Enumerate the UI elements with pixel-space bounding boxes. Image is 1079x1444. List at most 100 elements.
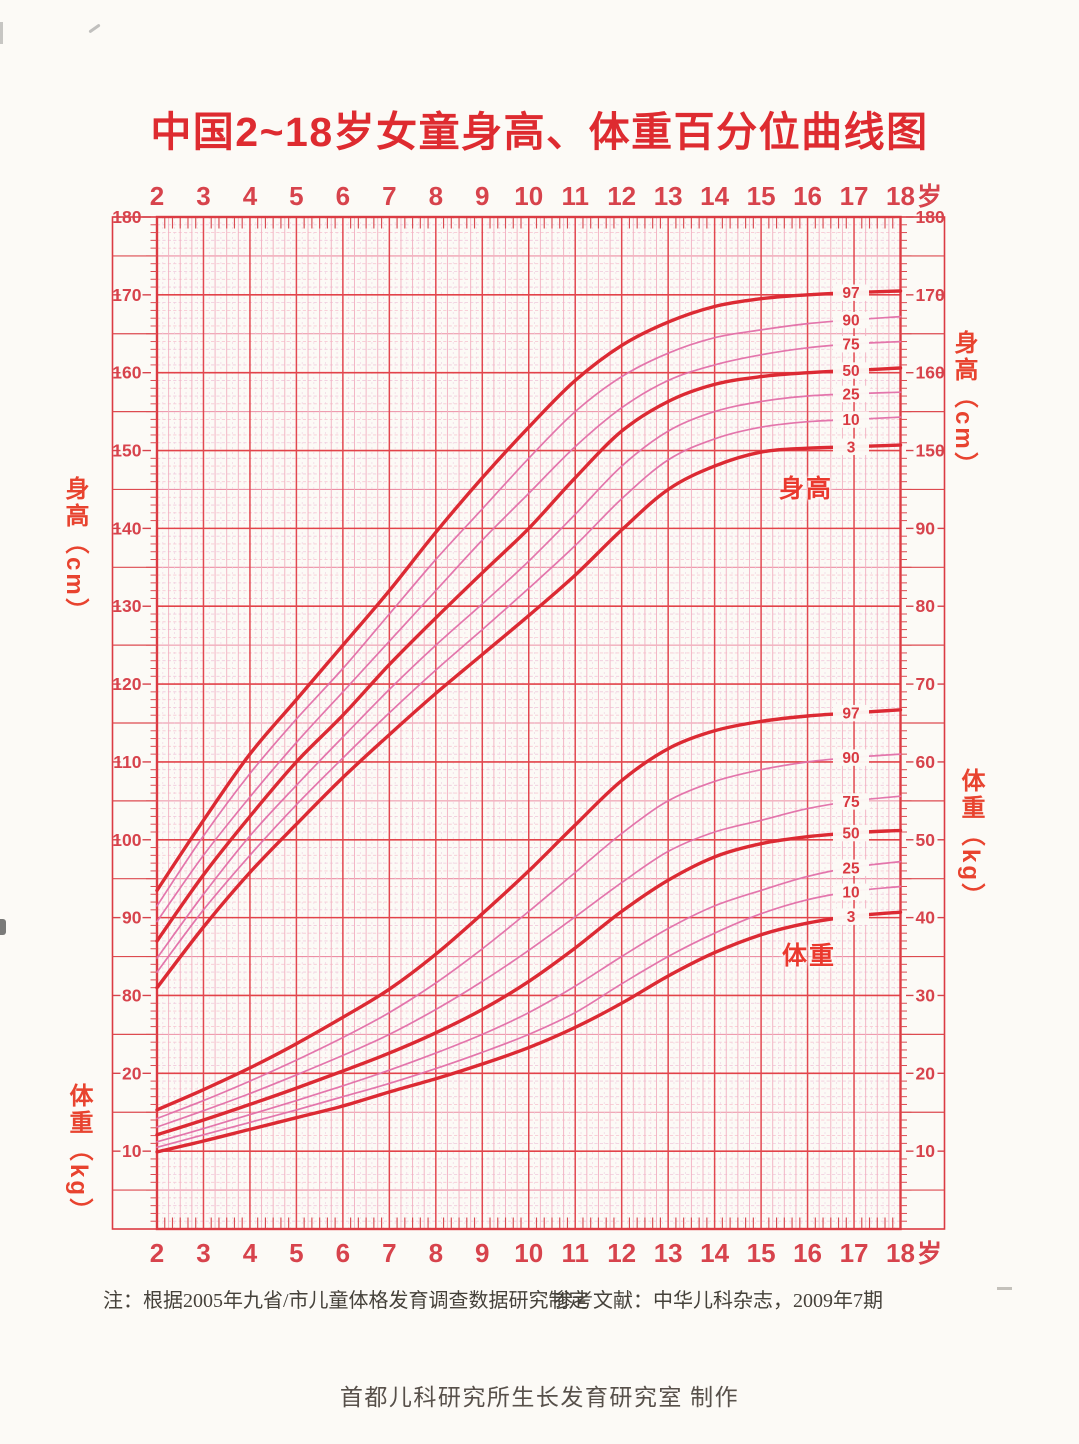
percentile-label-bg <box>833 883 869 901</box>
height-axis-tick-right: 160 <box>916 363 945 383</box>
percentile-label-bg <box>833 336 869 353</box>
weight-axis-tick-right: 40 <box>916 908 936 928</box>
weight-axis-tick-right: 10 <box>916 1141 936 1161</box>
curve-weight-p10 <box>156 885 902 1149</box>
percentile-label-height-p25: 25 <box>842 386 860 403</box>
age-tick-label-top: 3 <box>196 181 210 211</box>
data-source-note: 注：根据2005年九省/市儿童体格发育调查数据研究制定 <box>103 1290 589 1312</box>
height-axis-tick-left: 100 <box>112 830 141 850</box>
height-axis-tick-left: 180 <box>112 207 141 227</box>
curve-height-p97 <box>155 289 903 893</box>
scan-mark <box>0 22 3 44</box>
percentile-label-bg <box>833 438 869 455</box>
reference-note: 参考文献：中华儿科杂志，2009年7期 <box>553 1290 883 1312</box>
curve-weight-p25 <box>156 860 902 1143</box>
weight-curves-label: 体重 <box>781 942 837 970</box>
weight-axis-tick-left: 10 <box>122 1141 142 1161</box>
percentile-label-weight-p75: 75 <box>842 794 860 811</box>
curve-height-p50 <box>155 366 903 943</box>
percentile-label-weight-p97: 97 <box>842 706 859 723</box>
age-tick-label-top: 16 <box>793 181 822 211</box>
weight-axis-tick-right: 20 <box>916 1063 936 1083</box>
age-tick-label-top: 7 <box>382 181 396 211</box>
age-tick-label-top: 17 <box>840 181 869 211</box>
weight-axis-tick-right: 30 <box>916 985 936 1005</box>
percentile-label-bg <box>833 793 869 810</box>
height-axis-tick-left: 120 <box>112 674 141 694</box>
age-tick-label-bottom: 6 <box>336 1238 350 1268</box>
right-height-axis-label: 身高（cm） <box>950 330 977 479</box>
percentile-label-bg <box>833 908 869 925</box>
age-tick-label-top: 15 <box>747 181 776 211</box>
weight-axis-tick-right: 90 <box>916 518 936 538</box>
chart-title: 中国2~18岁女童身高、体重百分位曲线图 <box>150 109 929 155</box>
publisher-footer: 首都儿科研究所生长发育研究室 制作 <box>339 1385 740 1410</box>
scan-mark <box>0 919 6 935</box>
percentile-label-weight-p90: 90 <box>842 750 859 767</box>
curve-height-p25 <box>156 391 902 959</box>
percentile-label-bg <box>833 284 869 301</box>
percentile-label-height-p10: 10 <box>842 412 859 429</box>
weight-axis-tick-left: 20 <box>122 1063 142 1083</box>
age-tick-label-top: 13 <box>654 181 683 211</box>
age-tick-label-bottom: 14 <box>700 1238 729 1268</box>
age-tick-label-bottom: 16 <box>793 1238 822 1268</box>
weight-axis-tick-right: 80 <box>916 596 936 616</box>
percentile-label-bg <box>833 385 869 403</box>
curve-weight-p3 <box>155 910 903 1154</box>
age-tick-label-bottom: 8 <box>429 1238 443 1268</box>
age-tick-label-top: 4 <box>243 181 258 211</box>
age-tick-label-bottom: 4 <box>243 1238 258 1268</box>
percentile-label-height-p3: 3 <box>847 439 856 456</box>
height-axis-tick-left: 80 <box>122 985 142 1005</box>
age-tick-label-top: 6 <box>336 181 350 211</box>
curve-weight-p90 <box>156 753 902 1120</box>
age-tick-label-top: 9 <box>475 181 489 211</box>
curve-weight-p75 <box>156 795 902 1128</box>
scan-mark <box>997 1287 1012 1290</box>
age-tick-label-top: 10 <box>514 181 543 211</box>
age-tick-label-top: 18 <box>886 181 915 211</box>
height-axis-tick-right: 180 <box>916 207 945 227</box>
percentile-label-height-p90: 90 <box>842 313 859 330</box>
age-tick-label-bottom: 9 <box>475 1238 489 1268</box>
curve-height-p90 <box>156 315 902 907</box>
percentile-label-weight-p25: 25 <box>842 860 860 877</box>
height-axis-tick-left: 140 <box>112 518 141 538</box>
height-axis-tick-left: 90 <box>122 908 142 928</box>
curve-weight-p97 <box>155 708 903 1112</box>
age-tick-label-top: 11 <box>561 181 589 211</box>
age-tick-label-top: 14 <box>700 181 729 211</box>
age-tick-label-top: 8 <box>429 181 443 211</box>
height-axis-tick-right: 170 <box>916 285 945 305</box>
age-tick-label-bottom: 15 <box>747 1238 776 1268</box>
percentile-label-bg <box>833 859 869 876</box>
weight-axis-tick-right: 60 <box>916 752 936 772</box>
left-height-axis-label: 身高（cm） <box>61 476 88 625</box>
percentile-label-bg <box>833 704 869 722</box>
age-tick-label-bottom: 10 <box>514 1238 543 1268</box>
weight-axis-tick-right: 50 <box>916 830 936 850</box>
percentile-label-bg <box>833 411 869 428</box>
height-axis-tick-left: 130 <box>112 596 141 616</box>
age-tick-label-bottom: 13 <box>654 1238 683 1268</box>
age-tick-label-bottom: 5 <box>289 1238 303 1268</box>
percentile-label-height-p50: 50 <box>842 363 859 380</box>
curve-height-p3 <box>155 443 903 990</box>
age-unit-label-bottom: 岁 <box>917 1239 942 1268</box>
curve-height-p10 <box>156 416 902 973</box>
height-axis-tick-left: 170 <box>112 285 141 305</box>
age-tick-label-top: 2 <box>150 181 164 211</box>
age-unit-label-top: 岁 <box>917 182 942 211</box>
height-curves-label: 身高 <box>778 475 834 503</box>
age-tick-label-bottom: 12 <box>607 1238 636 1268</box>
height-axis-tick-left: 110 <box>113 752 141 772</box>
age-tick-label-bottom: 11 <box>561 1238 589 1268</box>
curve-height-p75 <box>156 340 902 923</box>
percentile-label-bg <box>833 749 869 766</box>
age-tick-label-top: 5 <box>289 181 303 211</box>
age-tick-label-bottom: 18 <box>886 1238 915 1268</box>
percentile-label-height-p97: 97 <box>842 285 859 302</box>
curve-weight-p50 <box>155 828 903 1137</box>
